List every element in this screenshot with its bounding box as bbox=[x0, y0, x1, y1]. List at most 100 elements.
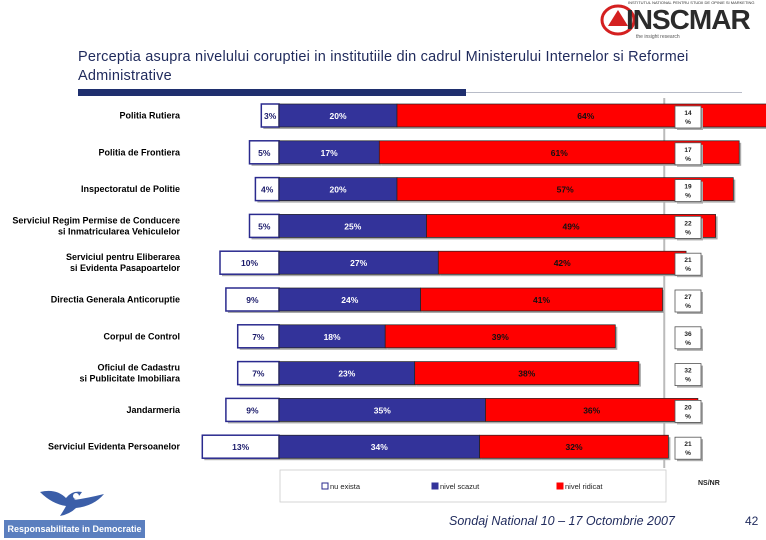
nsnr-box bbox=[674, 436, 702, 460]
category-label: si Inmatricularea Vehiculelor bbox=[58, 226, 181, 236]
category-label: Politia de Frontiera bbox=[98, 147, 181, 157]
category-label: Inspectoratul de Politie bbox=[81, 184, 180, 194]
nsnr-value: 21 bbox=[684, 257, 692, 264]
data-label: 20% bbox=[329, 111, 346, 121]
legend-swatch bbox=[556, 482, 564, 490]
category-label: Directia Generala Anticoruptie bbox=[51, 295, 180, 305]
data-label: 9% bbox=[246, 405, 259, 415]
data-label: 24% bbox=[341, 295, 358, 305]
title-rule bbox=[466, 92, 742, 93]
data-label: 49% bbox=[563, 221, 580, 231]
nsnr-value: 22 bbox=[684, 220, 692, 227]
nsnr-unit: % bbox=[685, 377, 691, 384]
data-label: 27% bbox=[350, 258, 367, 268]
nsnr-value: 27 bbox=[684, 294, 692, 301]
bar-nivel-ridicat bbox=[426, 214, 716, 238]
bar-nivel-ridicat bbox=[414, 361, 640, 385]
data-label: 64% bbox=[577, 111, 594, 121]
nsnr-box bbox=[674, 216, 702, 239]
logo-wordmark: INSCMAR bbox=[626, 4, 751, 35]
nsnr-value: 21 bbox=[684, 441, 692, 448]
bar-nivel-ridicat bbox=[396, 103, 766, 128]
nsnr-value: 36 bbox=[684, 331, 692, 338]
category-label: Politia Rutiera bbox=[119, 111, 181, 121]
nsnr-legend-label: NS/NR bbox=[698, 480, 720, 487]
data-label: 7% bbox=[252, 369, 265, 379]
bar-nivel-ridicat bbox=[384, 324, 616, 349]
nsnr-value: 17 bbox=[684, 147, 692, 154]
data-label: 34% bbox=[371, 442, 388, 452]
data-label: 41% bbox=[533, 295, 550, 305]
category-label: Oficiul de Cadastru bbox=[97, 363, 180, 373]
data-label: 5% bbox=[258, 221, 271, 231]
nsnr-unit: % bbox=[685, 193, 691, 200]
nsnr-unit: % bbox=[685, 303, 691, 310]
category-label: Serviciul Regim Permise de Conducere bbox=[12, 215, 180, 225]
nsnr-value: 32 bbox=[684, 368, 692, 375]
data-label: 17% bbox=[321, 148, 338, 158]
logo-tagline: the insight research bbox=[636, 34, 680, 40]
legend-label: nu exista bbox=[330, 482, 361, 491]
data-label: 32% bbox=[565, 442, 582, 452]
data-label: 20% bbox=[329, 185, 346, 195]
page-number: 42 bbox=[745, 514, 759, 528]
data-label: 5% bbox=[258, 148, 271, 158]
category-label: Jandarmeria bbox=[126, 405, 181, 415]
data-label: 10% bbox=[241, 258, 258, 268]
nsnr-value: 14 bbox=[684, 110, 692, 117]
nsnr-value: 20 bbox=[684, 404, 692, 411]
category-label: si Publicitate Imobiliara bbox=[79, 374, 181, 384]
nsnr-box bbox=[674, 289, 702, 313]
legend-label: nivel ridicat bbox=[565, 482, 603, 491]
data-label: 9% bbox=[246, 295, 259, 305]
nsnr-box bbox=[674, 326, 702, 350]
bar-nivel-ridicat bbox=[378, 140, 740, 165]
legend-swatch bbox=[321, 482, 329, 490]
nsnr-box bbox=[674, 105, 702, 129]
title-underline bbox=[78, 89, 466, 96]
data-label: 4% bbox=[261, 185, 274, 195]
bar-nivel-ridicat bbox=[396, 177, 734, 201]
nsnr-unit: % bbox=[685, 450, 691, 457]
data-label: 23% bbox=[338, 369, 355, 379]
data-label: 42% bbox=[554, 258, 571, 268]
survey-label: Sondaj National 10 – 17 Octombrie 2007 bbox=[449, 514, 675, 528]
legend-label: nivel scazut bbox=[440, 482, 480, 491]
nsnr-box bbox=[674, 252, 702, 276]
data-label: 57% bbox=[557, 185, 574, 195]
nsnr-unit: % bbox=[685, 340, 691, 347]
legend-swatch bbox=[431, 482, 439, 490]
logo-mark bbox=[600, 4, 636, 36]
nsnr-unit: % bbox=[685, 413, 691, 420]
data-label: 38% bbox=[518, 369, 535, 379]
stacked-bar-chart: Politia Rutiera 3% 20% 64% 14% Politia de Fro… bbox=[12, 98, 766, 503]
nsnr-unit: % bbox=[685, 266, 691, 273]
slogan-banner: Responsabilitate in Democratie bbox=[4, 520, 145, 538]
bar-nivel-ridicat bbox=[420, 287, 663, 312]
data-label: 25% bbox=[344, 221, 361, 231]
bar-nivel-ridicat bbox=[479, 434, 669, 459]
nsnr-unit: % bbox=[685, 229, 691, 236]
nsnr-box bbox=[674, 363, 702, 387]
nsnr-box bbox=[674, 179, 702, 202]
data-label: 39% bbox=[492, 332, 509, 342]
nsnr-unit: % bbox=[685, 119, 691, 126]
nsnr-unit: % bbox=[685, 156, 691, 163]
category-label: si Evidenta Pasapoartelor bbox=[70, 263, 181, 273]
data-label: 36% bbox=[583, 405, 600, 415]
logo-top-text: INSTITUTUL NATIONAL PENTRU STUDII DE OPI… bbox=[628, 0, 755, 5]
nsnr-value: 19 bbox=[684, 184, 692, 191]
data-label: 61% bbox=[551, 148, 568, 158]
bird-logo-icon bbox=[40, 490, 104, 516]
data-label: 18% bbox=[324, 332, 341, 342]
category-label: Corpul de Control bbox=[104, 331, 181, 341]
data-label: 13% bbox=[232, 442, 249, 452]
category-label: Serviciul Evidenta Persoanelor bbox=[48, 442, 181, 452]
data-label: 7% bbox=[252, 332, 265, 342]
category-label: Serviciul pentru Eliberarea bbox=[66, 252, 181, 262]
data-label: 3% bbox=[264, 111, 277, 121]
legend-frame bbox=[279, 469, 667, 503]
inscomar-logo bbox=[598, 2, 763, 44]
page-title: Perceptia asupra nivelului coruptiei in … bbox=[78, 49, 689, 84]
data-label: 35% bbox=[374, 405, 391, 415]
